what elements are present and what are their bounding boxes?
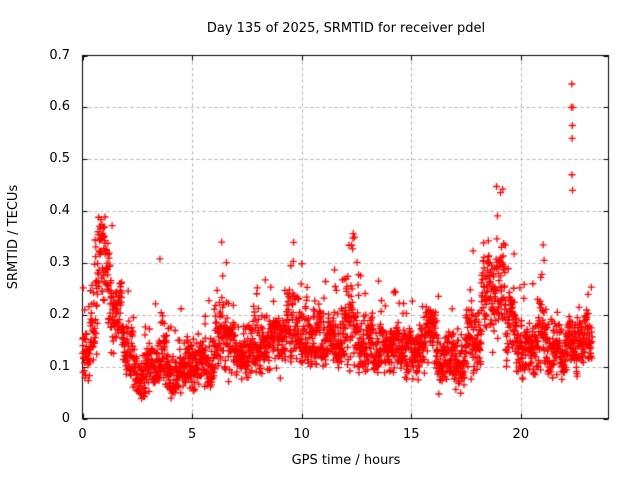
y-tick-label: 0.1 <box>49 358 70 374</box>
x-tick-label: 15 <box>402 427 420 442</box>
chart-title: Day 135 of 2025, SRMTID for receiver pde… <box>206 21 486 36</box>
x-tick-label: 0 <box>78 427 87 442</box>
y-tick-label: 0.2 <box>49 306 70 322</box>
x-tick-label: 10 <box>293 427 310 442</box>
y-tick-label: 0.7 <box>49 47 70 63</box>
x-tick-label: 20 <box>512 427 530 442</box>
x-axis-title: GPS time / hours <box>291 453 401 468</box>
y-tick-label: 0.5 <box>49 151 70 167</box>
y-tick-label: 0.4 <box>49 203 70 219</box>
y-tick-label: 0.6 <box>49 99 70 115</box>
x-tick-label: 5 <box>187 427 197 442</box>
y-tick-label: 0.3 <box>49 254 70 270</box>
y-axis-title: SRMTID / TECUs <box>6 184 21 290</box>
y-tick-label: 0 <box>61 410 70 426</box>
